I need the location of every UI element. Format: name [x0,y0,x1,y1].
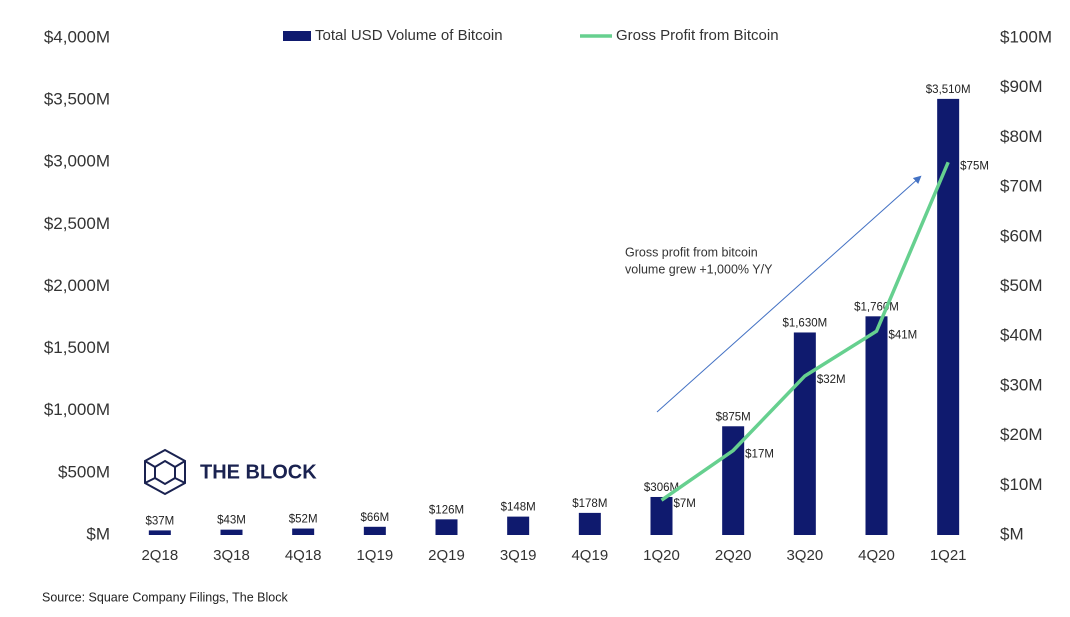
bar [435,519,458,535]
line-value-label: $7M [674,498,696,510]
x-tick-label: 4Q19 [571,547,608,564]
x-tick-label: 2Q19 [428,547,465,564]
line-value-label: $32M [817,374,846,386]
x-tick-label: 2Q18 [141,547,178,564]
bar-value-label: $306M [644,482,679,494]
y-tick-label: $4,000M [44,27,110,46]
x-tick-label: 2Q20 [715,547,752,564]
line-value-label: $41M [889,329,918,341]
bar [292,528,315,535]
bar-value-label: $43M [217,515,246,527]
y2-tick-label: $M [1000,524,1024,543]
bar-value-label: $875M [716,411,751,423]
y2-tick-label: $10M [1000,475,1043,494]
bar-value-label: $1,760M [854,301,899,313]
y2-tick-label: $70M [1000,177,1043,196]
bar-value-label: $3,510M [926,84,971,96]
x-tick-label: 3Q20 [786,547,823,564]
bar [650,496,673,535]
line-value-label: $75M [960,160,989,172]
y2-tick-label: $100M [1000,27,1052,46]
bar-value-label: $52M [289,514,318,526]
y-tick-label: $1,500M [44,338,110,357]
x-tick-label: 1Q19 [356,547,393,564]
logo-text: THE BLOCK [200,461,317,483]
y2-tick-label: $80M [1000,127,1043,146]
legend-label: Gross Profit from Bitcoin [616,27,779,44]
y2-tick-label: $50M [1000,276,1043,295]
bar [578,512,601,535]
y2-tick-label: $30M [1000,375,1043,394]
annotation: volume grew +1,000% Y/Y [625,262,773,276]
bar [937,98,960,535]
bar-value-label: $37M [145,515,174,527]
x-tick-label: 3Q18 [213,547,250,564]
bar [220,529,243,535]
bar [507,516,530,535]
bar [793,332,816,535]
line-value-label: $17M [745,449,774,461]
y-tick-label: $2,500M [44,214,110,233]
x-tick-label: 4Q18 [285,547,322,564]
bar [865,316,888,535]
trend-arrow [656,175,922,413]
y-tick-label: $500M [58,462,110,481]
logo [144,448,186,496]
x-tick-label: 1Q21 [930,547,967,564]
y2-tick-label: $60M [1000,226,1043,245]
bar-value-label: $148M [501,502,536,514]
x-tick-label: 1Q20 [643,547,680,564]
source: Source: Square Company Filings, The Bloc… [42,590,288,604]
bar-value-label: $126M [429,504,464,516]
y-tick-label: $3,000M [44,152,110,171]
legend-label: Total USD Volume of Bitcoin [315,27,503,44]
y2-tick-label: $90M [1000,77,1043,96]
bar-value-label: $178M [572,498,607,510]
bar-value-label: $66M [360,512,389,524]
legend-swatch [283,31,311,41]
y-tick-label: $2,000M [44,276,110,295]
x-tick-label: 3Q19 [500,547,537,564]
y2-tick-label: $40M [1000,326,1043,345]
x-tick-label: 4Q20 [858,547,895,564]
y-tick-label: $M [86,524,110,543]
bar [148,530,171,535]
bar-value-label: $1,630M [782,318,827,330]
y-tick-label: $3,500M [44,90,110,109]
bar [363,526,386,535]
y-tick-label: $1,000M [44,400,110,419]
line [660,161,950,502]
y2-tick-label: $20M [1000,425,1043,444]
annotation: Gross profit from bitcoin [625,245,758,259]
